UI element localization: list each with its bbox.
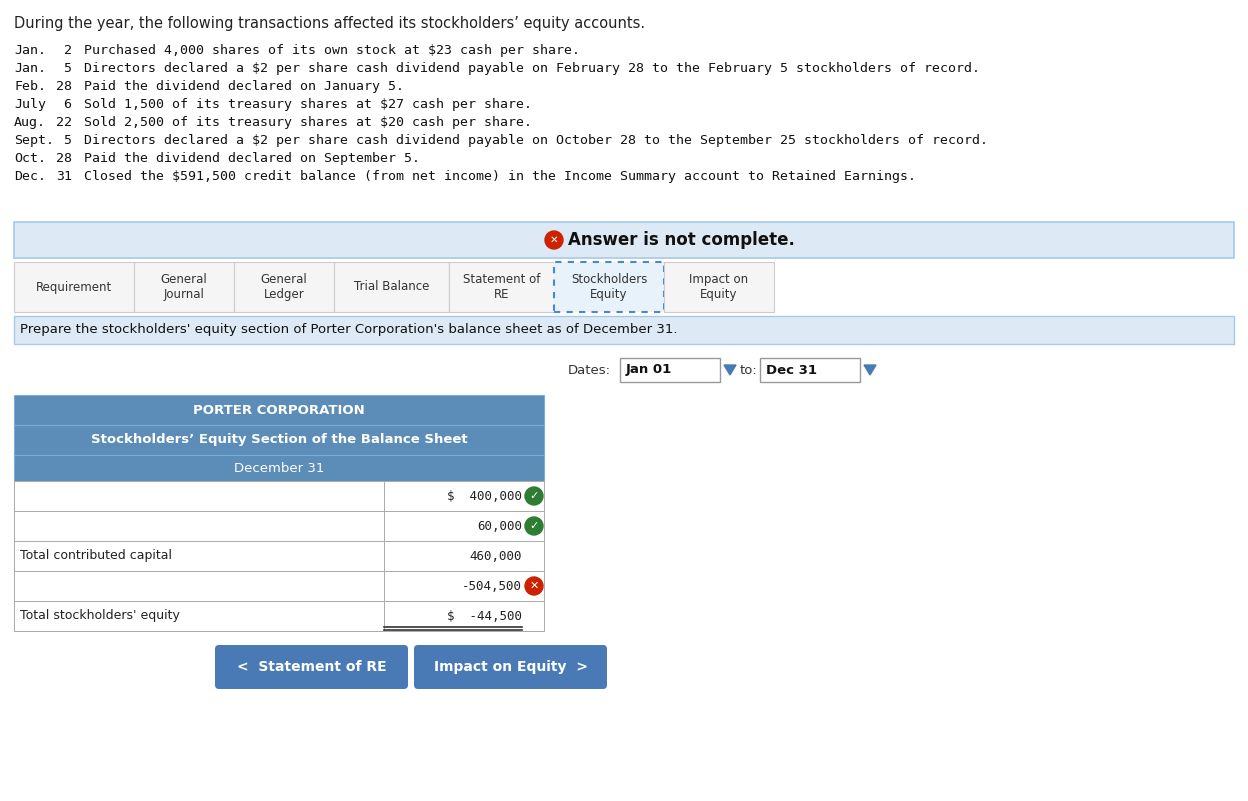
Text: ✓: ✓ xyxy=(529,491,539,501)
Circle shape xyxy=(545,231,563,249)
Text: Dates:: Dates: xyxy=(568,364,612,376)
FancyBboxPatch shape xyxy=(235,262,334,312)
FancyBboxPatch shape xyxy=(134,262,235,312)
Text: ✓: ✓ xyxy=(529,521,539,531)
Polygon shape xyxy=(864,365,876,375)
Text: Oct.: Oct. xyxy=(14,152,46,165)
Text: Trial Balance: Trial Balance xyxy=(354,280,429,293)
Text: Answer is not complete.: Answer is not complete. xyxy=(568,231,795,249)
Text: 31: 31 xyxy=(56,170,72,183)
Text: to:: to: xyxy=(740,364,758,376)
Text: Paid the dividend declared on September 5.: Paid the dividend declared on September … xyxy=(84,152,421,165)
Circle shape xyxy=(525,577,543,595)
Text: ✕: ✕ xyxy=(529,581,539,591)
Text: General
Journal: General Journal xyxy=(161,273,207,301)
FancyBboxPatch shape xyxy=(14,316,1234,344)
FancyBboxPatch shape xyxy=(14,541,544,571)
FancyBboxPatch shape xyxy=(14,395,544,425)
Text: Closed the $591,500 credit balance (from net income) in the Income Summary accou: Closed the $591,500 credit balance (from… xyxy=(84,170,916,183)
FancyBboxPatch shape xyxy=(14,262,134,312)
Text: 28: 28 xyxy=(56,152,72,165)
Text: Feb.: Feb. xyxy=(14,80,46,93)
Text: Directors declared a $2 per share cash dividend payable on February 28 to the Fe: Directors declared a $2 per share cash d… xyxy=(84,62,980,75)
Text: $  -44,500: $ -44,500 xyxy=(447,610,522,622)
Text: Total contributed capital: Total contributed capital xyxy=(20,549,172,562)
Text: Directors declared a $2 per share cash dividend payable on October 28 to the Sep: Directors declared a $2 per share cash d… xyxy=(84,134,988,147)
Text: Sept.: Sept. xyxy=(14,134,54,147)
FancyBboxPatch shape xyxy=(14,481,544,511)
Text: Stockholders
Equity: Stockholders Equity xyxy=(570,273,648,301)
FancyBboxPatch shape xyxy=(14,455,544,481)
Text: -504,500: -504,500 xyxy=(462,579,522,593)
Text: December 31: December 31 xyxy=(233,461,324,474)
FancyBboxPatch shape xyxy=(449,262,554,312)
Text: 22: 22 xyxy=(56,116,72,129)
Text: 28: 28 xyxy=(56,80,72,93)
FancyBboxPatch shape xyxy=(14,511,544,541)
FancyBboxPatch shape xyxy=(414,645,607,689)
Text: Jan.: Jan. xyxy=(14,44,46,57)
Text: Paid the dividend declared on January 5.: Paid the dividend declared on January 5. xyxy=(84,80,404,93)
Circle shape xyxy=(525,487,543,505)
Text: $  400,000: $ 400,000 xyxy=(447,489,522,502)
Text: 5: 5 xyxy=(56,134,72,147)
Text: <  Statement of RE: < Statement of RE xyxy=(237,660,387,674)
Text: PORTER CORPORATION: PORTER CORPORATION xyxy=(193,404,364,417)
Text: Dec 31: Dec 31 xyxy=(766,364,817,376)
Polygon shape xyxy=(724,365,736,375)
Text: Impact on
Equity: Impact on Equity xyxy=(689,273,749,301)
Text: Requirement: Requirement xyxy=(36,280,112,293)
Text: Purchased 4,000 shares of its own stock at $23 cash per share.: Purchased 4,000 shares of its own stock … xyxy=(84,44,580,57)
Text: 5: 5 xyxy=(56,62,72,75)
Circle shape xyxy=(525,517,543,535)
Text: 460,000: 460,000 xyxy=(469,549,522,562)
Text: Prepare the stockholders' equity section of Porter Corporation's balance sheet a: Prepare the stockholders' equity section… xyxy=(20,324,678,336)
Text: During the year, the following transactions affected its stockholders’ equity ac: During the year, the following transacti… xyxy=(14,16,645,31)
FancyBboxPatch shape xyxy=(554,262,664,312)
Text: Total stockholders' equity: Total stockholders' equity xyxy=(20,610,180,622)
FancyBboxPatch shape xyxy=(14,601,544,631)
FancyBboxPatch shape xyxy=(14,571,544,601)
Text: Aug.: Aug. xyxy=(14,116,46,129)
Text: 6: 6 xyxy=(56,98,72,111)
Text: Jan 01: Jan 01 xyxy=(626,364,673,376)
Text: Statement of
RE: Statement of RE xyxy=(463,273,540,301)
FancyBboxPatch shape xyxy=(14,222,1234,258)
Text: General
Ledger: General Ledger xyxy=(261,273,307,301)
FancyBboxPatch shape xyxy=(760,358,860,382)
Text: Impact on Equity  >: Impact on Equity > xyxy=(433,660,588,674)
Text: Stockholders’ Equity Section of the Balance Sheet: Stockholders’ Equity Section of the Bala… xyxy=(91,433,467,446)
Text: Jan.: Jan. xyxy=(14,62,46,75)
Text: ✕: ✕ xyxy=(549,235,558,245)
Text: Dec.: Dec. xyxy=(14,170,46,183)
Text: 60,000: 60,000 xyxy=(477,520,522,533)
FancyBboxPatch shape xyxy=(334,262,449,312)
FancyBboxPatch shape xyxy=(664,262,774,312)
FancyBboxPatch shape xyxy=(14,425,544,455)
FancyBboxPatch shape xyxy=(215,645,408,689)
Text: 2: 2 xyxy=(56,44,72,57)
Text: July: July xyxy=(14,98,46,111)
Text: Sold 1,500 of its treasury shares at $27 cash per share.: Sold 1,500 of its treasury shares at $27… xyxy=(84,98,532,111)
Text: Sold 2,500 of its treasury shares at $20 cash per share.: Sold 2,500 of its treasury shares at $20… xyxy=(84,116,532,129)
FancyBboxPatch shape xyxy=(620,358,720,382)
